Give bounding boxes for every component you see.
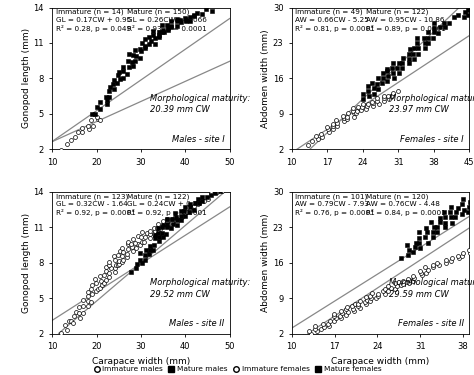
Point — [137, 234, 145, 240]
Point — [158, 22, 166, 28]
Point — [132, 265, 140, 271]
Point — [332, 117, 340, 123]
Point — [324, 321, 332, 327]
Point — [365, 93, 373, 99]
Point — [421, 234, 429, 240]
Text: Immature (n = 49)
AW = 0.66CW - 5.25
R² = 0.81, p = 0.0001: Immature (n = 49) AW = 0.66CW - 5.25 R² … — [295, 9, 375, 32]
Point — [325, 126, 332, 132]
Point — [98, 278, 105, 284]
Point — [137, 250, 144, 256]
Point — [370, 86, 378, 92]
Text: Mature (n = 122)
AW = 0.95CW - 10.86
R² = 0.89, p = 0.0001: Mature (n = 122) AW = 0.95CW - 10.86 R² … — [366, 9, 446, 32]
Point — [434, 30, 442, 36]
Point — [105, 88, 112, 94]
Point — [391, 75, 398, 81]
Point — [437, 219, 444, 225]
Point — [433, 260, 441, 266]
Point — [320, 324, 328, 330]
Y-axis label: Gonopod length (mm): Gonopod length (mm) — [21, 213, 30, 313]
Point — [363, 297, 371, 303]
Point — [72, 309, 79, 315]
Point — [358, 104, 365, 110]
Point — [326, 318, 334, 324]
Point — [384, 288, 392, 294]
Point — [422, 270, 430, 276]
Point — [93, 104, 100, 110]
Point — [128, 241, 135, 247]
Point — [334, 123, 341, 129]
Point — [182, 17, 190, 23]
Point — [430, 25, 438, 31]
Point — [119, 75, 127, 81]
Point — [318, 134, 326, 140]
Text: Mature (n = 150)
GL = 0.26CW + 0.066
R² = 0.93, p = 0.0001: Mature (n = 150) GL = 0.26CW + 0.066 R² … — [127, 9, 207, 32]
Point — [115, 258, 123, 264]
Point — [152, 232, 159, 238]
Point — [142, 234, 149, 240]
Point — [91, 111, 99, 117]
Point — [319, 321, 327, 327]
Point — [410, 56, 417, 62]
Point — [91, 276, 99, 282]
Point — [458, 211, 465, 217]
Point — [308, 331, 315, 337]
Point — [333, 120, 340, 126]
Point — [362, 302, 369, 307]
Point — [412, 240, 420, 246]
Point — [128, 244, 136, 250]
Point — [190, 12, 198, 18]
Point — [420, 35, 428, 41]
Point — [159, 27, 166, 33]
Point — [129, 248, 137, 254]
Point — [168, 23, 175, 29]
Point — [207, 192, 215, 198]
Point — [156, 226, 164, 232]
Point — [112, 265, 119, 271]
Point — [151, 228, 158, 234]
Point — [330, 311, 338, 317]
Point — [405, 60, 412, 66]
Point — [187, 18, 194, 24]
Point — [159, 224, 166, 230]
Point — [447, 258, 455, 264]
Point — [416, 235, 423, 241]
Point — [149, 28, 157, 34]
Point — [87, 117, 95, 123]
Point — [409, 51, 417, 57]
Point — [404, 252, 412, 258]
Point — [351, 308, 358, 314]
Point — [374, 75, 382, 81]
Point — [375, 101, 383, 107]
Point — [137, 55, 144, 61]
Point — [173, 18, 181, 24]
Point — [107, 84, 114, 90]
Point — [433, 229, 441, 235]
Point — [89, 123, 96, 129]
Point — [330, 313, 338, 319]
Point — [383, 78, 391, 84]
Text: Males - site I: Males - site I — [172, 135, 224, 144]
Point — [172, 214, 179, 220]
Point — [131, 240, 139, 246]
Point — [378, 81, 385, 87]
Point — [119, 64, 127, 70]
Legend: Immature males, Mature males, Immature females, Mature females: Immature males, Mature males, Immature f… — [90, 363, 384, 375]
Point — [102, 268, 110, 274]
Point — [163, 22, 171, 28]
Point — [57, 147, 64, 153]
Point — [460, 14, 467, 20]
Point — [415, 229, 422, 235]
Point — [379, 70, 387, 76]
Point — [96, 117, 104, 123]
Point — [329, 123, 337, 129]
Point — [443, 257, 450, 263]
Text: Morphological maturity:
20.39 mm CW: Morphological maturity: 20.39 mm CW — [150, 93, 250, 114]
Point — [313, 328, 321, 334]
Point — [311, 324, 319, 330]
Point — [428, 219, 435, 225]
Point — [141, 45, 149, 51]
Point — [459, 196, 466, 202]
Point — [137, 46, 144, 53]
Point — [145, 41, 153, 47]
Point — [92, 280, 100, 286]
